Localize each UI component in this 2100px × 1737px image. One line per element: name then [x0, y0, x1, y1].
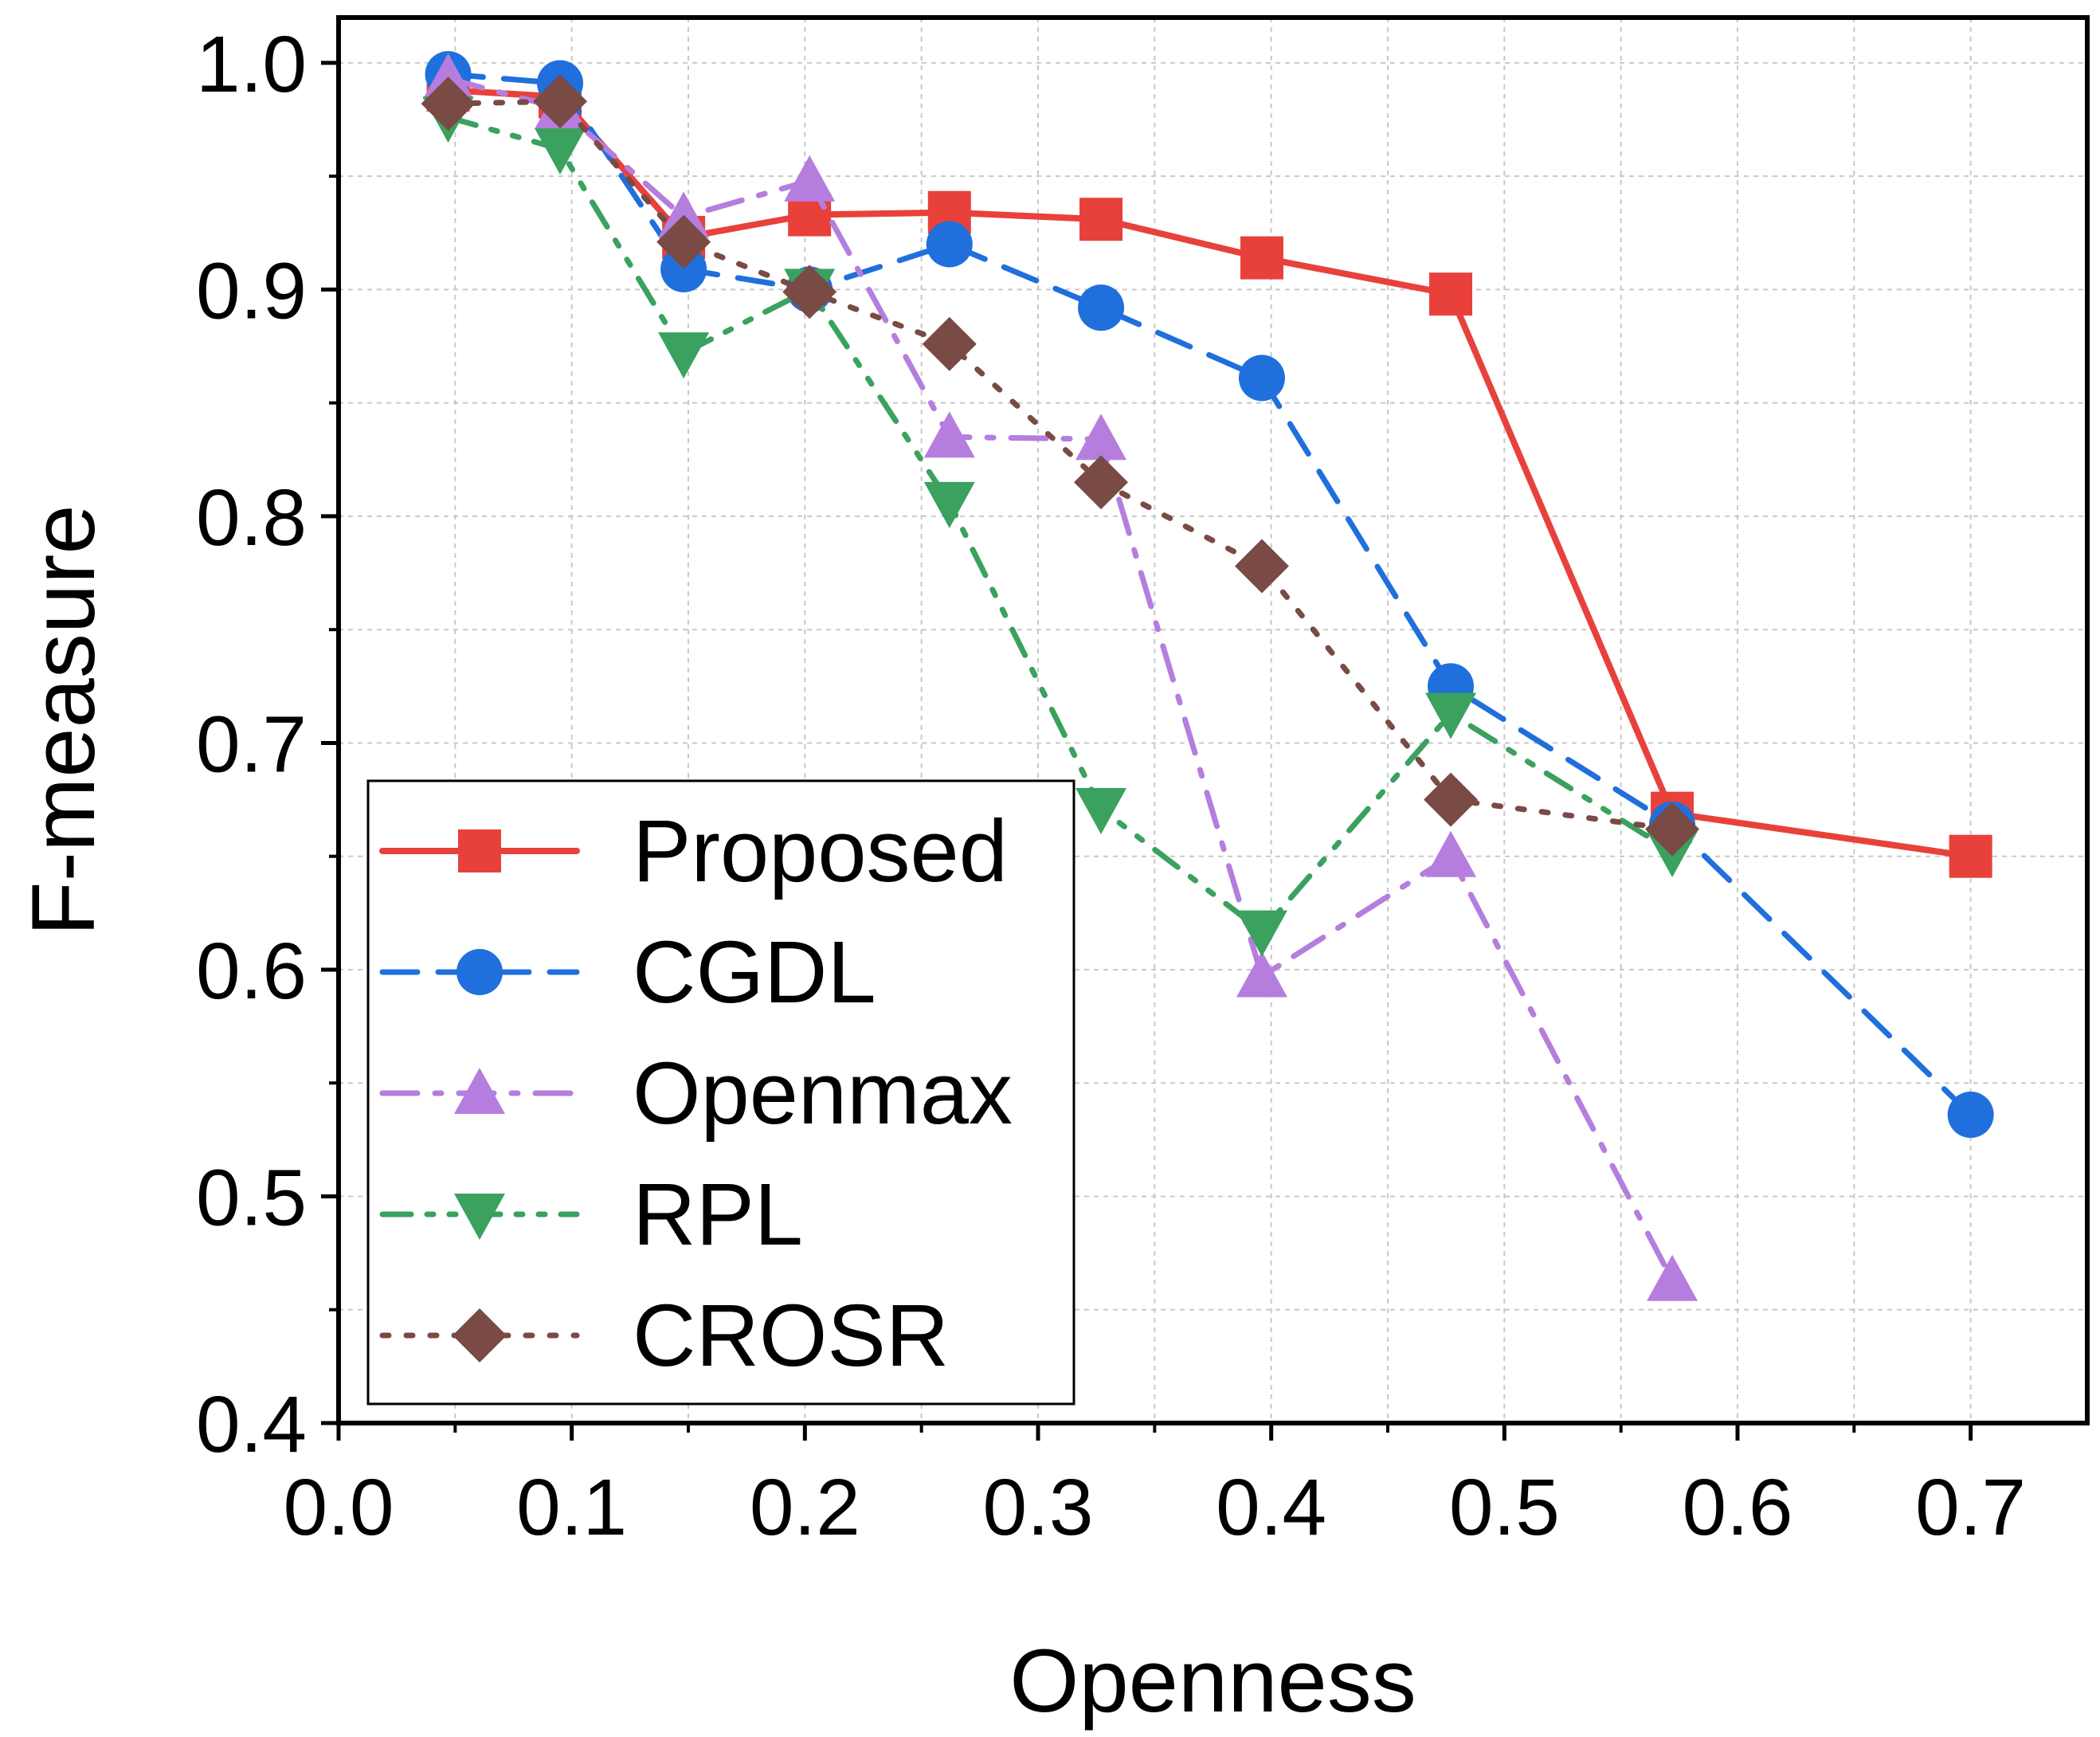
point-rpl: [923, 481, 975, 528]
point-crosr: [782, 265, 837, 320]
y-axis-title: F-measure: [14, 504, 113, 935]
legend-item-crosr: CROSR: [379, 1287, 949, 1385]
point-cgdl: [1238, 355, 1285, 402]
x-tick-label: 0.1: [516, 1463, 627, 1552]
x-axis-title: Openness: [1009, 1631, 1416, 1731]
y-tick-label: 0.6: [196, 927, 307, 1016]
series-layer: [421, 51, 1994, 1301]
y-tick-label: 0.9: [196, 246, 307, 335]
point-cgdl: [926, 221, 973, 268]
x-tick-label: 0.6: [1682, 1463, 1792, 1552]
series-line-cgdl: [445, 71, 1974, 1118]
y-tick-label: 0.5: [196, 1153, 307, 1242]
point-rpl: [1075, 787, 1127, 834]
point-openmax: [1075, 414, 1127, 461]
legend-label-proposed: Proposed: [633, 802, 1008, 900]
point-crosr: [656, 214, 711, 269]
point-openmax: [1647, 1254, 1698, 1301]
point-cgdl: [1078, 284, 1125, 331]
point-rpl: [1425, 692, 1477, 739]
y-tick-label: 0.8: [196, 473, 307, 563]
y-tick-label: 0.7: [196, 700, 307, 789]
y-tick-label: 1.0: [196, 20, 307, 109]
axes: 0.0 0.1 0.2 0.3 0.4 0.5 0.6 0.7 0.4 0.5 0.6 0.7 0.8 0…: [196, 20, 2026, 1552]
legend-label-rpl: RPL: [633, 1166, 803, 1264]
legend-marker-openmax: [454, 1068, 505, 1114]
point-openmax: [784, 155, 836, 202]
legend-label-openmax: Openmax: [633, 1045, 1013, 1143]
series-line-proposed: [445, 87, 1974, 860]
x-tick-label: 0.2: [750, 1463, 860, 1552]
point-crosr: [1424, 772, 1479, 827]
point-rpl: [1236, 910, 1287, 957]
series-proposed: [426, 69, 1992, 878]
x-tick-label: 0.5: [1449, 1463, 1560, 1552]
x-tick-label: 0.3: [982, 1463, 1093, 1552]
point-openmax: [422, 53, 474, 100]
legend-marker-cgdl: [456, 949, 503, 995]
point-rpl: [535, 128, 586, 175]
point-crosr: [1645, 802, 1700, 857]
point-openmax: [1425, 830, 1477, 877]
series-crosr: [421, 74, 1700, 857]
x-tick-label: 0.0: [283, 1463, 394, 1552]
point-openmax: [1236, 951, 1287, 998]
series-line-rpl: [445, 114, 1675, 935]
point-crosr: [1234, 539, 1289, 594]
legend-item-proposed: Proposed: [379, 802, 1008, 900]
legend-label-crosr: CROSR: [633, 1287, 949, 1385]
legend-item-openmax: Openmax: [379, 1045, 1013, 1143]
legend-label-cgdl: CGDL: [633, 923, 876, 1021]
point-crosr: [533, 74, 588, 129]
point-crosr: [421, 76, 476, 131]
grid: [339, 18, 2087, 1423]
legend-marker-rpl: [454, 1194, 505, 1240]
point-openmax: [923, 411, 975, 458]
point-rpl: [658, 332, 710, 379]
point-cgdl: [1947, 1092, 1994, 1139]
legend: Proposed CGDL Openmax RPL CROSR: [366, 779, 1075, 1406]
x-tick-label: 0.7: [1915, 1463, 2026, 1552]
point-proposed: [1240, 236, 1283, 280]
point-crosr: [1074, 455, 1129, 510]
series-line-crosr: [445, 98, 1675, 833]
legend-marker-crosr: [453, 1308, 507, 1363]
plot-frame: [336, 15, 2090, 1425]
point-proposed: [1429, 273, 1473, 316]
legend-marker-proposed: [458, 829, 501, 872]
point-proposed: [1949, 834, 1992, 878]
legend-item-rpl: RPL: [379, 1166, 803, 1264]
point-cgdl: [660, 245, 707, 292]
point-proposed: [1079, 198, 1123, 241]
y-tick-label: 0.4: [196, 1380, 307, 1469]
legend-item-cgdl: CGDL: [379, 923, 876, 1021]
point-crosr: [922, 316, 977, 371]
point-openmax: [658, 191, 710, 238]
x-tick-label: 0.4: [1216, 1463, 1326, 1552]
